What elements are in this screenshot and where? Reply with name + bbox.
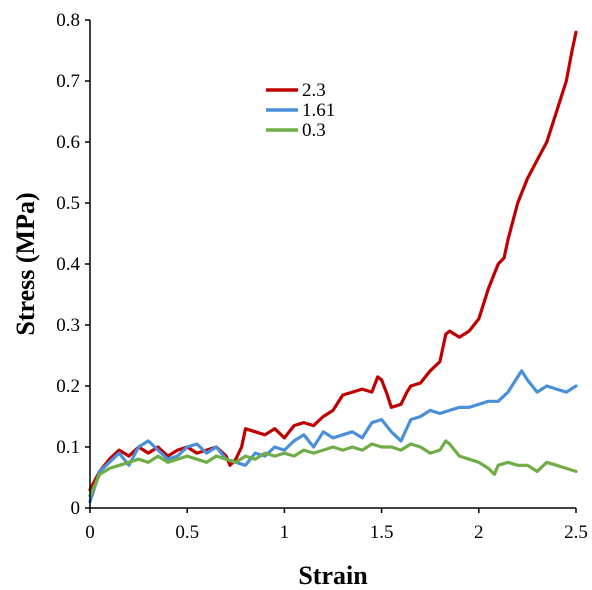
x-tick-label: 0 [85, 522, 95, 543]
series-layer [88, 30, 578, 504]
y-tick-label: 0.2 [56, 376, 80, 397]
y-tick-label: 0.7 [56, 71, 80, 92]
x-tick-label: 2 [474, 522, 484, 543]
y-tick-label: 0.4 [56, 254, 80, 275]
legend-label: 1.61 [302, 100, 335, 121]
legend-label: 2.3 [302, 80, 326, 101]
x-tick-label: 2.5 [564, 522, 588, 543]
y-tick-label: 0.6 [56, 132, 80, 153]
y-tick-label: 0.5 [56, 193, 80, 214]
x-tick-label: 1.5 [370, 522, 394, 543]
y-tick-label: 0.1 [56, 437, 80, 458]
x-axis-title: Strain [298, 561, 368, 590]
y-axis-title: Stress (MPa) [11, 192, 40, 335]
x-tick-label: 1 [280, 522, 290, 543]
x-ticks: 0 0.5 1 1.5 2 2.5 [85, 508, 588, 543]
y-tick-label: 0.3 [56, 315, 80, 336]
y-tick-label: 0 [71, 498, 81, 519]
x-tick-label: 0.5 [175, 522, 199, 543]
series-line-0-3 [88, 439, 578, 498]
y-tick-label: 0.8 [56, 10, 80, 31]
series-line-1-61 [88, 369, 578, 504]
y-ticks: 0 0.1 0.2 0.3 0.4 0.5 0.6 0.7 0.8 [56, 10, 90, 519]
legend-label: 0.3 [302, 120, 326, 141]
legend: 2.31.610.3 [266, 80, 335, 141]
